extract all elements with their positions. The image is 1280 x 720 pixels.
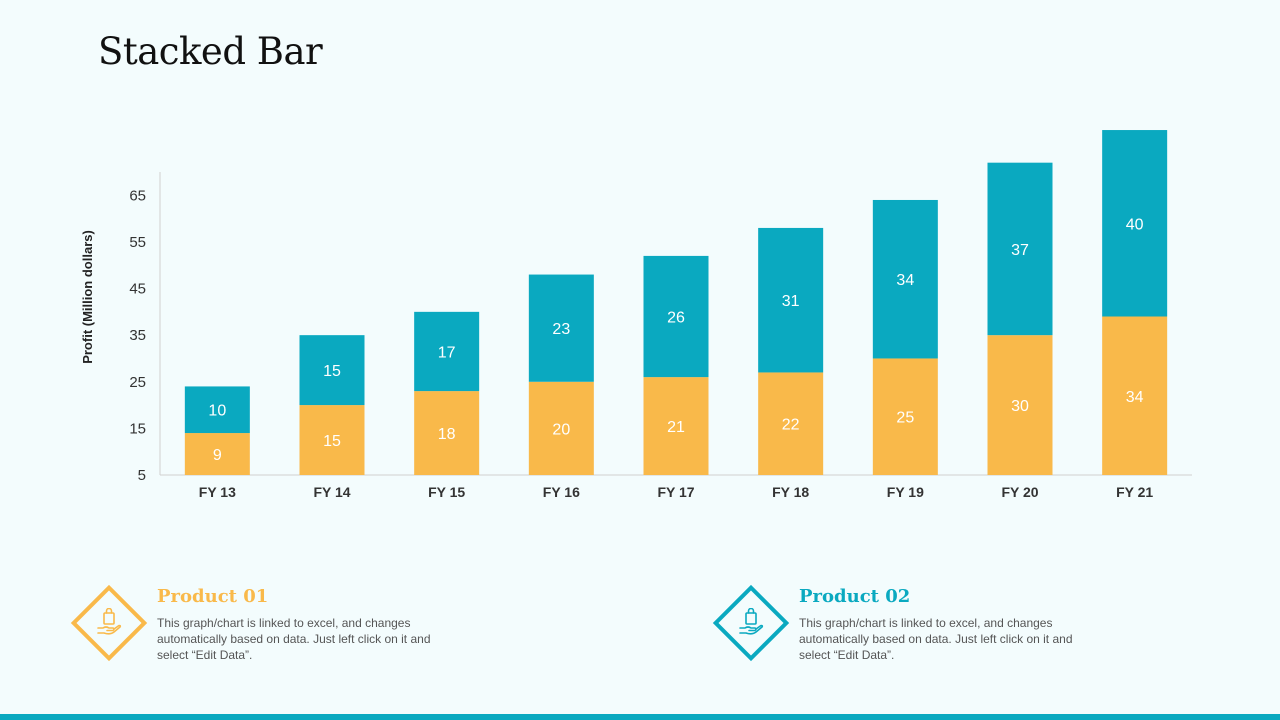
y-tick-label: 65 — [129, 187, 146, 204]
y-tick-label: 25 — [129, 374, 146, 391]
y-tick-label: 5 — [138, 467, 146, 484]
y-tick-label: 45 — [129, 281, 146, 298]
bottom-accent-bar — [0, 714, 1280, 720]
bar-segment — [758, 227, 824, 373]
hand-holding-bag-icon — [739, 608, 764, 635]
bar-segment — [872, 199, 938, 359]
legend-description: This graph/chart is linked to excel, and… — [157, 616, 431, 662]
x-tick-label: FY 14 — [313, 484, 350, 500]
data-label: 15 — [323, 363, 341, 380]
bar-segment — [1102, 316, 1168, 475]
bar-segment — [987, 162, 1053, 336]
bar-segment — [184, 386, 250, 434]
data-label: 37 — [1011, 242, 1029, 259]
bar-segment — [643, 377, 709, 475]
bar-segment — [1102, 130, 1168, 317]
legend-name: Product 01 — [157, 586, 269, 607]
y-tick-label: 15 — [129, 420, 146, 437]
hand-holding-bag-icon — [97, 608, 122, 635]
data-label: 30 — [1011, 398, 1029, 415]
bar-segment — [528, 381, 594, 475]
data-label: 31 — [782, 293, 800, 310]
x-tick-label: FY 17 — [657, 484, 694, 500]
data-label: 20 — [552, 421, 570, 438]
data-label: 17 — [438, 344, 456, 361]
data-label: 9 — [213, 447, 222, 464]
y-tick-label: 55 — [129, 234, 146, 251]
bar-segment — [643, 255, 709, 378]
data-label: 34 — [1126, 389, 1144, 406]
data-label: 34 — [896, 272, 914, 289]
page-title: Stacked Bar — [98, 30, 323, 73]
bar-segment — [758, 372, 824, 475]
x-tick-label: FY 18 — [772, 484, 809, 500]
y-tick-label: 35 — [129, 327, 146, 344]
data-label: 25 — [896, 410, 914, 427]
x-tick-label: FY 13 — [199, 484, 236, 500]
stacked-bar-chart: 5 15 25 35 45 55 65 Profit (Million dollars) 9 10… — [80, 130, 1192, 500]
legend-description: This graph/chart is linked to excel, and… — [799, 616, 1073, 662]
bar-segment — [299, 335, 365, 406]
x-tick-label: FY 19 — [887, 484, 924, 500]
bar-segment — [987, 335, 1053, 475]
data-label: 18 — [438, 426, 456, 443]
bar-segment — [872, 358, 938, 475]
y-axis-label: Profit (Million dollars) — [80, 230, 95, 364]
data-label: 21 — [667, 419, 685, 436]
bar-segment — [414, 391, 480, 475]
bar-segment — [184, 433, 250, 475]
data-label: 40 — [1126, 216, 1144, 233]
bar-segment — [414, 311, 480, 392]
x-tick-label: FY 21 — [1116, 484, 1153, 500]
x-tick-label: FY 16 — [543, 484, 580, 500]
legend-name: Product 02 — [799, 586, 911, 607]
bar-segment — [299, 405, 365, 475]
data-label: 26 — [667, 310, 685, 327]
bar-segment — [528, 274, 594, 382]
data-label: 22 — [782, 417, 800, 434]
data-label: 15 — [323, 433, 341, 450]
x-tick-label: FY 20 — [1001, 484, 1038, 500]
data-label: 10 — [208, 403, 226, 420]
x-tick-label: FY 15 — [428, 484, 465, 500]
data-label: 23 — [552, 321, 570, 338]
